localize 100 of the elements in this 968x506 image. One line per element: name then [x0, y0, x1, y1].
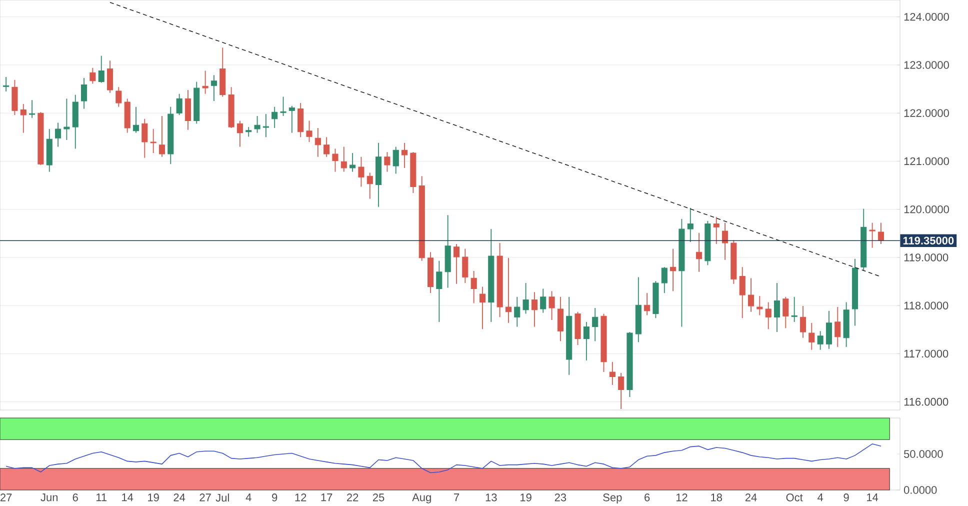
x-tick-label: 14: [867, 494, 878, 502]
y-tick-label: 120.0000: [904, 205, 949, 214]
candlestick: [453, 244, 460, 284]
candlestick: [150, 128, 156, 154]
candlestick: [210, 74, 217, 102]
candlestick: [55, 122, 62, 148]
candlestick: [90, 67, 96, 84]
candlestick: [392, 146, 399, 174]
candlestick: [436, 260, 442, 322]
candlestick: [340, 146, 347, 172]
candlestick: [791, 296, 798, 322]
candlestick: [687, 207, 694, 243]
candlestick: [713, 216, 720, 244]
x-tick-label: 11: [96, 494, 107, 502]
candlestick: [12, 79, 18, 116]
candlestick: [756, 296, 763, 316]
candlestick: [402, 142, 408, 168]
candlestick: [262, 114, 269, 138]
candlestick: [142, 118, 148, 158]
candlestick: [531, 292, 538, 328]
candlestick: [505, 257, 512, 324]
x-tick-label: 4: [246, 494, 252, 502]
x-tick-label: 23: [554, 494, 566, 502]
x-tick-label: 27: [200, 494, 211, 502]
candlestick: [696, 232, 702, 272]
candlestick: [834, 306, 841, 348]
candlestick: [765, 302, 772, 330]
y-tick-label: 122.0000: [904, 109, 949, 117]
x-tick-label: 9: [272, 494, 278, 502]
candlestick: [808, 322, 815, 350]
candlestick: [583, 321, 590, 361]
x-tick-label: 19: [520, 494, 532, 502]
candlestick: [306, 120, 312, 142]
candlestick: [20, 103, 26, 134]
candlestick: [609, 361, 616, 386]
candlestick: [350, 152, 356, 172]
y-tick-label: 118.0000: [904, 302, 948, 310]
candlestick: [366, 172, 373, 200]
x-tick-label: 7: [454, 494, 460, 502]
candlestick: [557, 296, 564, 342]
x-tick-label: 12: [295, 494, 306, 502]
x-tick-label: 14: [122, 494, 134, 502]
candlestick: [548, 290, 555, 320]
candlestick: [522, 282, 529, 314]
candlestick: [618, 372, 624, 410]
x-tick-label: 19: [148, 494, 159, 502]
x-tick-label: Jul: [216, 494, 229, 502]
x-tick-label: 27: [0, 494, 12, 502]
candlestick: [116, 86, 122, 108]
candlestick: [254, 116, 260, 134]
candlestick: [64, 98, 70, 140]
x-tick-label: Oct: [786, 494, 803, 502]
candlestick: [358, 156, 364, 188]
candlestick: [298, 102, 304, 138]
y-tick-label: 116.0000: [904, 398, 948, 406]
candlestick: [462, 248, 468, 284]
candlestick: [176, 93, 182, 116]
y-tick-label: 50.0000: [904, 450, 943, 458]
candlestick: [661, 266, 668, 294]
candlestick: [158, 116, 166, 158]
candlestick: [817, 330, 824, 350]
candlestick: [202, 70, 208, 94]
x-tick-label: Sep: [603, 494, 622, 504]
candlestick: [272, 106, 278, 128]
candlestick: [98, 55, 104, 84]
candlestick: [748, 278, 754, 312]
x-tick-label: Jun: [40, 494, 58, 502]
candlestick: [739, 266, 746, 319]
candlestick: [288, 105, 295, 134]
candlestick: [106, 60, 114, 94]
x-tick-label: 4: [818, 494, 824, 502]
y-tick-label: 0.0000: [904, 486, 937, 494]
candlestick: [332, 148, 338, 172]
candlestick: [869, 222, 876, 248]
candlestick: [81, 78, 88, 110]
x-tick-label: 24: [745, 494, 757, 502]
x-tick-label: 13: [486, 494, 497, 502]
candlestick: [479, 286, 486, 330]
x-tick-label: 6: [72, 494, 78, 502]
y-tick-label: 124.0000: [904, 12, 949, 21]
candlestick: [774, 282, 780, 332]
x-tick-label: 6: [644, 494, 650, 502]
x-tick-label: 18: [711, 494, 722, 502]
candlestick: [236, 120, 243, 148]
candlestick: [826, 310, 832, 350]
candlestick: [184, 90, 191, 130]
candlestick: [592, 308, 598, 342]
y-tick-label: 119.0000: [904, 254, 948, 262]
candlestick: [29, 100, 36, 118]
candlestick: [878, 222, 884, 244]
candlestick: [324, 136, 330, 158]
candlestick: [670, 248, 676, 292]
x-tick-label: 24: [174, 494, 186, 502]
candlestick: [384, 152, 390, 172]
y-tick-label: 117.0000: [904, 350, 948, 358]
candlestick: [644, 292, 650, 316]
x-tick-label: 17: [321, 494, 332, 502]
candlestick: [800, 306, 806, 338]
y-tick-label: 121.0000: [904, 157, 949, 166]
candlestick: [470, 270, 477, 304]
